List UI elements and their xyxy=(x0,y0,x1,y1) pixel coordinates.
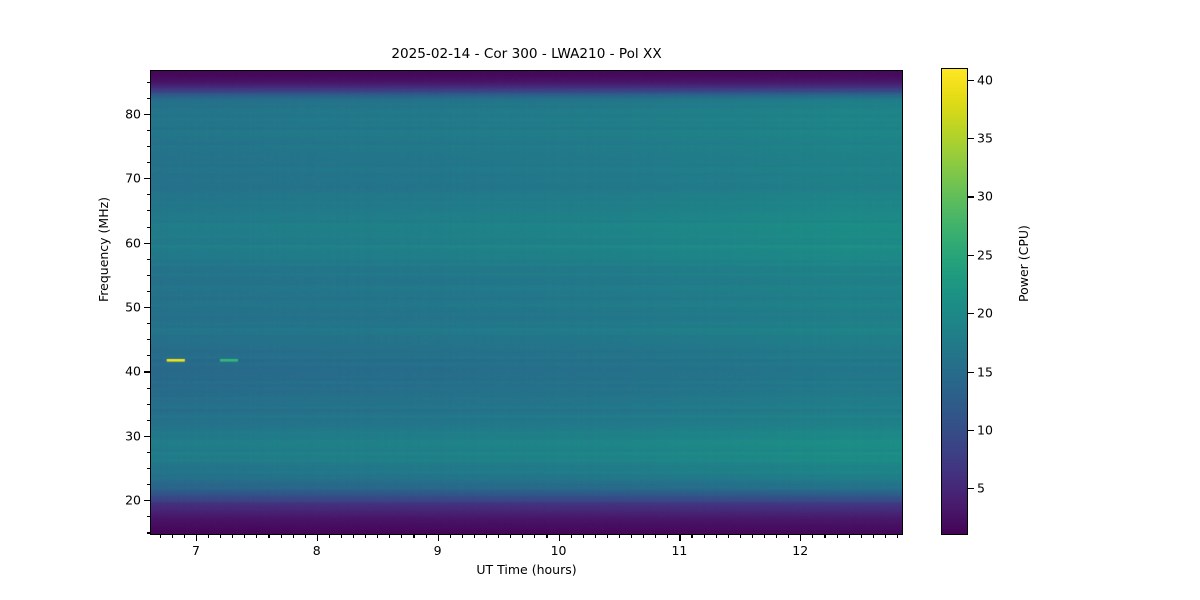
colorbar-tick-label-40: 40 xyxy=(977,72,993,88)
x-tick-label-11: 11 xyxy=(671,543,688,558)
y-axis-label: Frequency (MHz) xyxy=(96,196,111,302)
colorbar-tick-label-25: 25 xyxy=(977,247,993,263)
x-tick-label-12: 12 xyxy=(792,543,809,558)
colorbar-tick-label-5: 5 xyxy=(977,480,985,496)
x-tick-label-7: 7 xyxy=(191,543,200,558)
colorbar-tick-label-30: 30 xyxy=(977,188,993,204)
colorbar[interactable] xyxy=(941,68,968,535)
x-tick-label-10: 10 xyxy=(550,543,567,558)
spectrogram-image xyxy=(151,71,902,534)
colorbar-tick-5 xyxy=(968,488,974,490)
spectrogram-axes[interactable] xyxy=(150,70,903,535)
x-axis-tick-labels: 7 8 9 10 11 12 xyxy=(150,535,903,565)
colorbar-tick-10 xyxy=(968,429,974,432)
x-tick-label-9: 9 xyxy=(433,543,442,558)
y-tick-label-60: 60 xyxy=(125,235,141,251)
colorbar-tick-30 xyxy=(968,196,974,198)
y-tick-label-40: 40 xyxy=(125,363,141,379)
page-title: 2025-02-14 - Cor 300 - LWA210 - Pol XX xyxy=(391,46,662,62)
y-tick-label-20: 20 xyxy=(125,492,141,508)
colorbar-tick-35 xyxy=(968,138,974,140)
colorbar-label: Power (CPU) xyxy=(1016,225,1031,302)
x-axis-label: UT Time (hours) xyxy=(476,562,577,577)
colorbar-tick-25 xyxy=(968,254,974,256)
colorbar-gradient xyxy=(942,69,967,534)
colorbar-tick-15 xyxy=(968,371,974,373)
colorbar-tick-label-15: 15 xyxy=(977,364,993,380)
x-tick-label-8: 8 xyxy=(312,543,321,558)
colorbar-tick-20 xyxy=(968,313,974,315)
y-tick-label-30: 30 xyxy=(125,428,141,444)
colorbar-tick-label-20: 20 xyxy=(977,305,993,321)
y-tick-label-70: 70 xyxy=(125,170,141,186)
y-tick-label-50: 50 xyxy=(125,299,141,315)
colorbar-tick-40 xyxy=(968,79,974,81)
colorbar-tick-label-10: 10 xyxy=(977,422,993,438)
y-tick-label-80: 80 xyxy=(125,106,141,122)
colorbar-tick-label-35: 35 xyxy=(977,130,993,146)
